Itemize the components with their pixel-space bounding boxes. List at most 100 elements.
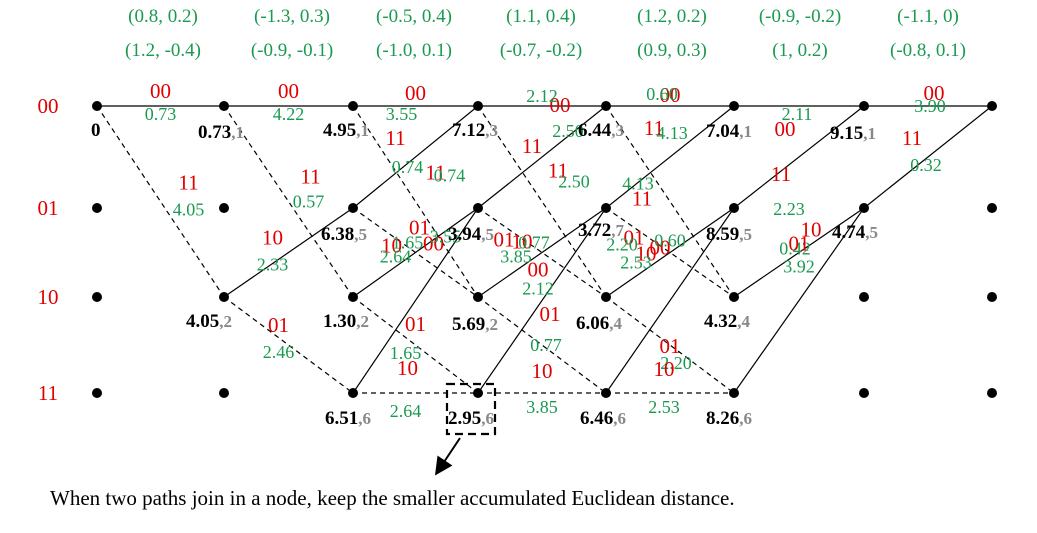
branch-metric: 1.65 (392, 233, 424, 253)
received-symbol-first: (1.1, 0.4) (506, 6, 576, 27)
received-symbol-second: (-1.0, 0.1) (376, 40, 452, 61)
trellis-node-unreached (92, 203, 102, 213)
branch-output-label: 10 (532, 359, 553, 383)
branch-output-label: 01 (494, 228, 515, 252)
branch-metric: 0.42 (779, 239, 811, 259)
branch-metric: 4.13 (656, 123, 688, 143)
callout-arrow (435, 437, 461, 476)
survivor-index: ,5 (481, 225, 494, 244)
trellis-node (473, 203, 483, 213)
trellis-node (601, 203, 611, 213)
accumulated-distance: 4.32 (704, 311, 737, 332)
branch-output-label: 01 (268, 313, 289, 337)
trellis-node-unreached (92, 388, 102, 398)
branch-output-label: 00 (423, 232, 444, 256)
branch-output-label: 00 (278, 79, 299, 103)
node-metric: 9.15,1 (830, 123, 876, 144)
trellis-node (859, 203, 869, 213)
branch-11 (605, 105, 735, 298)
trellis-node (601, 292, 611, 302)
accumulated-distance: 2.95 (448, 408, 481, 429)
trellis-node (729, 292, 739, 302)
node-metric: 4.74,5 (832, 222, 878, 243)
branch-10 (352, 207, 479, 298)
branch-metric: 3.90 (914, 96, 946, 116)
branch-metric: 2.46 (263, 342, 295, 362)
trellis-node (348, 388, 358, 398)
branch-output-label: 10 (512, 230, 533, 254)
survivor-index: ,4 (609, 314, 622, 333)
accumulated-distance: 6.51 (325, 408, 358, 429)
state-labels: 00 01 10 11 (38, 94, 59, 405)
branch-metric: 2.64 (380, 247, 412, 267)
branch-metric: 2.12 (526, 86, 558, 106)
node-metric: 8.59,5 (706, 224, 752, 245)
accumulated-distance: 9.15 (830, 123, 863, 144)
node-metric: 7.12,3 (452, 120, 498, 141)
accumulated-distance: 8.59 (706, 224, 739, 245)
branch-output-label: 10 (381, 234, 402, 258)
received-symbols: (0.8, 0.2) (1.2, -0.4) (-1.3, 0.3) (-0.9, -… (125, 6, 966, 61)
branch-01 (733, 207, 865, 394)
branch-10 (605, 207, 735, 298)
node-metric: 5.69,2 (452, 314, 498, 335)
highlight-box (445, 382, 497, 436)
received-symbol-first: (-0.5, 0.4) (376, 6, 452, 27)
branch-11 (352, 105, 479, 298)
accumulated-distance: 4.95 (323, 120, 356, 141)
branch-11 (352, 105, 479, 209)
branch-output-label: 11 (522, 134, 542, 158)
node-metric: 8.26,6 (706, 408, 752, 429)
branch-10 (223, 207, 354, 298)
node-metric: 3.72,7 (578, 220, 625, 241)
trellis-node (859, 101, 869, 111)
trellis-node-unreached (859, 388, 869, 398)
branch-metric: 2.12 (522, 279, 554, 299)
branch-metric: 3.92 (783, 257, 815, 277)
branch-11 (863, 105, 993, 209)
accumulated-distance: 5.69 (452, 314, 485, 335)
survivor-index: ,6 (481, 409, 494, 428)
survivor-index: ,6 (358, 409, 371, 428)
accumulated-distance: 6.46 (580, 408, 613, 429)
branch-metric: 2.53 (648, 397, 680, 417)
branch-metric: 0.32 (910, 155, 942, 175)
trellis-node-unreached (219, 388, 229, 398)
branch-output-label: 11 (644, 116, 664, 140)
trellis-node (348, 292, 358, 302)
accumulated-distance: 7.12 (452, 120, 485, 141)
received-symbol-second: (-0.8, 0.1) (890, 40, 966, 61)
node-metric: 2.95,6 (448, 408, 494, 429)
accumulated-distance: 6.44 (578, 120, 612, 141)
state-label-00: 00 (38, 94, 59, 118)
received-symbol-first: (1.2, 0.2) (637, 6, 707, 27)
survivor-index: ,4 (737, 312, 750, 331)
state-label-01: 01 (38, 196, 59, 220)
branch-00 (477, 207, 607, 298)
branch-output-label: 10 (262, 226, 283, 250)
trellis-node-unreached (219, 203, 229, 213)
branch-metric: 0.77 (518, 233, 550, 253)
node-metric: 3.94,5 (448, 224, 494, 245)
node-metric: 4.95,1 (323, 120, 369, 141)
trellis-node (473, 292, 483, 302)
branch-output-label: 01 (660, 334, 681, 358)
accumulated-distance: 6.38 (321, 224, 354, 245)
trellis-node (729, 388, 739, 398)
branch-00 (605, 207, 735, 298)
trellis-node (348, 203, 358, 213)
accumulated-distance: 1.30 (323, 311, 356, 332)
node-metric: 6.06,4 (576, 313, 623, 334)
branch-11 (96, 105, 225, 298)
trellis-node (601, 388, 611, 398)
trellis-node (473, 388, 483, 398)
accumulated-distance: 0 (91, 120, 101, 141)
branch-metric: 2.20 (606, 235, 638, 255)
branch-output-label: 10 (636, 242, 657, 266)
received-symbol-first: (-1.3, 0.3) (254, 6, 330, 27)
accumulated-distance: 4.74 (832, 222, 866, 243)
received-symbol-first: (0.8, 0.2) (128, 6, 198, 27)
branch-output-label: 00 (924, 81, 945, 105)
survivor-index: ,2 (485, 315, 498, 334)
